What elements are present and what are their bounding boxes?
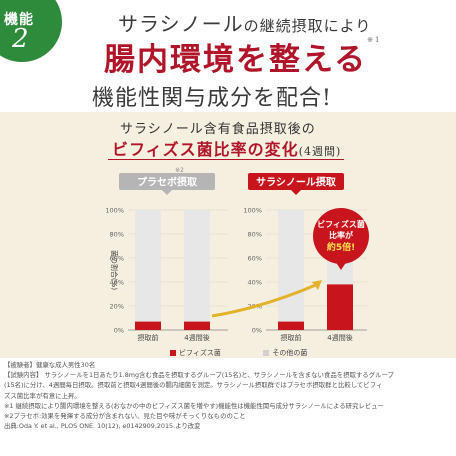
trend-arrow-head bbox=[312, 280, 322, 290]
note-source: 出典:Oda Y. et al., PLOS ONE. 10(12), e014… bbox=[4, 422, 201, 431]
headline-line3: 機能性関与成分を配合! bbox=[92, 86, 332, 111]
bar-bifidus bbox=[135, 321, 161, 330]
group-header-note: ※2 bbox=[175, 167, 184, 174]
group-header-label: サラシノール摂取 bbox=[256, 176, 337, 189]
legend-swatch-other bbox=[263, 350, 270, 356]
group-header bbox=[248, 173, 344, 190]
chart-legend: ビフィズス菌 その他の菌 bbox=[170, 348, 307, 358]
chart-title: ビフィズス菌比率の変化(4週間) bbox=[112, 136, 341, 160]
note-method-3: ズス菌比率が有意に上昇。 bbox=[4, 391, 81, 400]
headline-line1: サラシノールの継続摂取により bbox=[118, 8, 371, 37]
headline-area: 機能 2 サラシノールの継続摂取により 腸内環境を整える※1 機能性関与成分を配… bbox=[0, 0, 456, 112]
note-method-2: (15名)に分け、4週間毎日摂取。摂取前と摂取4週間後の腸内細菌を測定。サラシノ… bbox=[4, 381, 383, 390]
y-axis-title: 菌の割合(%) bbox=[110, 250, 119, 290]
y-tick-label: 0% bbox=[114, 327, 124, 335]
bar-bifidus bbox=[278, 321, 304, 330]
x-tick-label: 4週間後 bbox=[327, 333, 352, 342]
chart-panel: サラシノール含有食品摂取後の ビフィズス菌比率の変化(4週間) 菌の割合(%) 0… bbox=[0, 112, 456, 358]
x-tick-label: 摂取前 bbox=[138, 333, 159, 342]
note-1: ※1 継続摂取により腸内環境を整える(おなかの中のビフィズス菌を増やす)機能性は… bbox=[4, 401, 384, 410]
y-tick-label: 80% bbox=[248, 231, 262, 239]
headline-line2: 腸内環境を整える※1 bbox=[104, 34, 381, 79]
headline-line1-a: サラシノール bbox=[118, 12, 244, 36]
note-method-1: 【試験内容】 サラシノールを1日あたり1.8mg含む食品を摂取するグループ(15… bbox=[4, 371, 394, 380]
y-tick-label: 60% bbox=[110, 255, 124, 263]
bar-other bbox=[184, 210, 210, 322]
y-tick-label: 40% bbox=[110, 279, 124, 287]
x-tick-label: 4週間後 bbox=[184, 333, 209, 342]
y-tick-label: 0% bbox=[252, 327, 262, 335]
group-header bbox=[119, 173, 215, 190]
bar-other bbox=[278, 210, 304, 322]
y-tick-label: 60% bbox=[248, 255, 262, 263]
headline-note-mark: ※1 bbox=[367, 36, 382, 44]
group-header-pointer bbox=[291, 190, 301, 195]
headline-line1-b: の継続摂取 bbox=[243, 17, 324, 35]
bar-bifidus bbox=[327, 284, 353, 330]
chart-title-text: ビフィズス菌比率の変化 bbox=[112, 140, 299, 159]
group-header-label: プラセボ摂取 bbox=[137, 176, 198, 189]
legend-label-bifidus: ビフィズス菌 bbox=[179, 349, 221, 357]
headline-line1-c: により bbox=[323, 17, 372, 35]
note-subjects: 【被験者】健康な成人男性30名 bbox=[4, 361, 96, 369]
y-tick-label: 100% bbox=[243, 207, 262, 215]
headline-main: 腸内環境を整える bbox=[104, 42, 368, 78]
legend-swatch-bifidus bbox=[170, 350, 176, 356]
callout-line1: ビフィズス菌 bbox=[317, 219, 365, 229]
bifidus-ratio-chart: 菌の割合(%) 0% 20% 40% 60% 80% 100% プラセボ摂取 ※2 摂取前 4週間後… bbox=[105, 167, 369, 342]
legend-label-other: その他の菌 bbox=[272, 349, 308, 357]
callout-bubble bbox=[313, 208, 369, 264]
badge-number: 2 bbox=[12, 24, 29, 54]
group-header-pointer bbox=[162, 190, 172, 195]
feature-badge: 機能 2 bbox=[0, 0, 62, 62]
callout-line3: 約5倍! bbox=[327, 241, 355, 253]
y-tick-label: 100% bbox=[105, 207, 124, 215]
note-2: ※2プラセボ:効果を発揮する成分が含まれない、見た目や味がそっくりなもののこと bbox=[4, 412, 246, 421]
y-tick-label: 20% bbox=[110, 303, 124, 311]
callout-pointer bbox=[335, 261, 347, 270]
callout-line2: 比率が bbox=[329, 230, 354, 240]
chart-title-weeks: (4週間) bbox=[298, 145, 342, 158]
badge-label: 機能 bbox=[4, 12, 34, 28]
y-tick-label: 40% bbox=[248, 279, 262, 287]
bar-bifidus bbox=[184, 321, 210, 330]
x-tick-label: 摂取前 bbox=[281, 333, 302, 342]
y-tick-label: 80% bbox=[110, 231, 124, 239]
trend-arrow bbox=[211, 282, 319, 318]
footnotes: 【被験者】健康な成人男性30名 【試験内容】 サラシノールを1日あたり1.8mg… bbox=[4, 360, 452, 431]
chart-subtitle: サラシノール含有食品摂取後の bbox=[120, 122, 316, 137]
title-underline bbox=[108, 159, 344, 160]
bar-other bbox=[135, 210, 161, 322]
